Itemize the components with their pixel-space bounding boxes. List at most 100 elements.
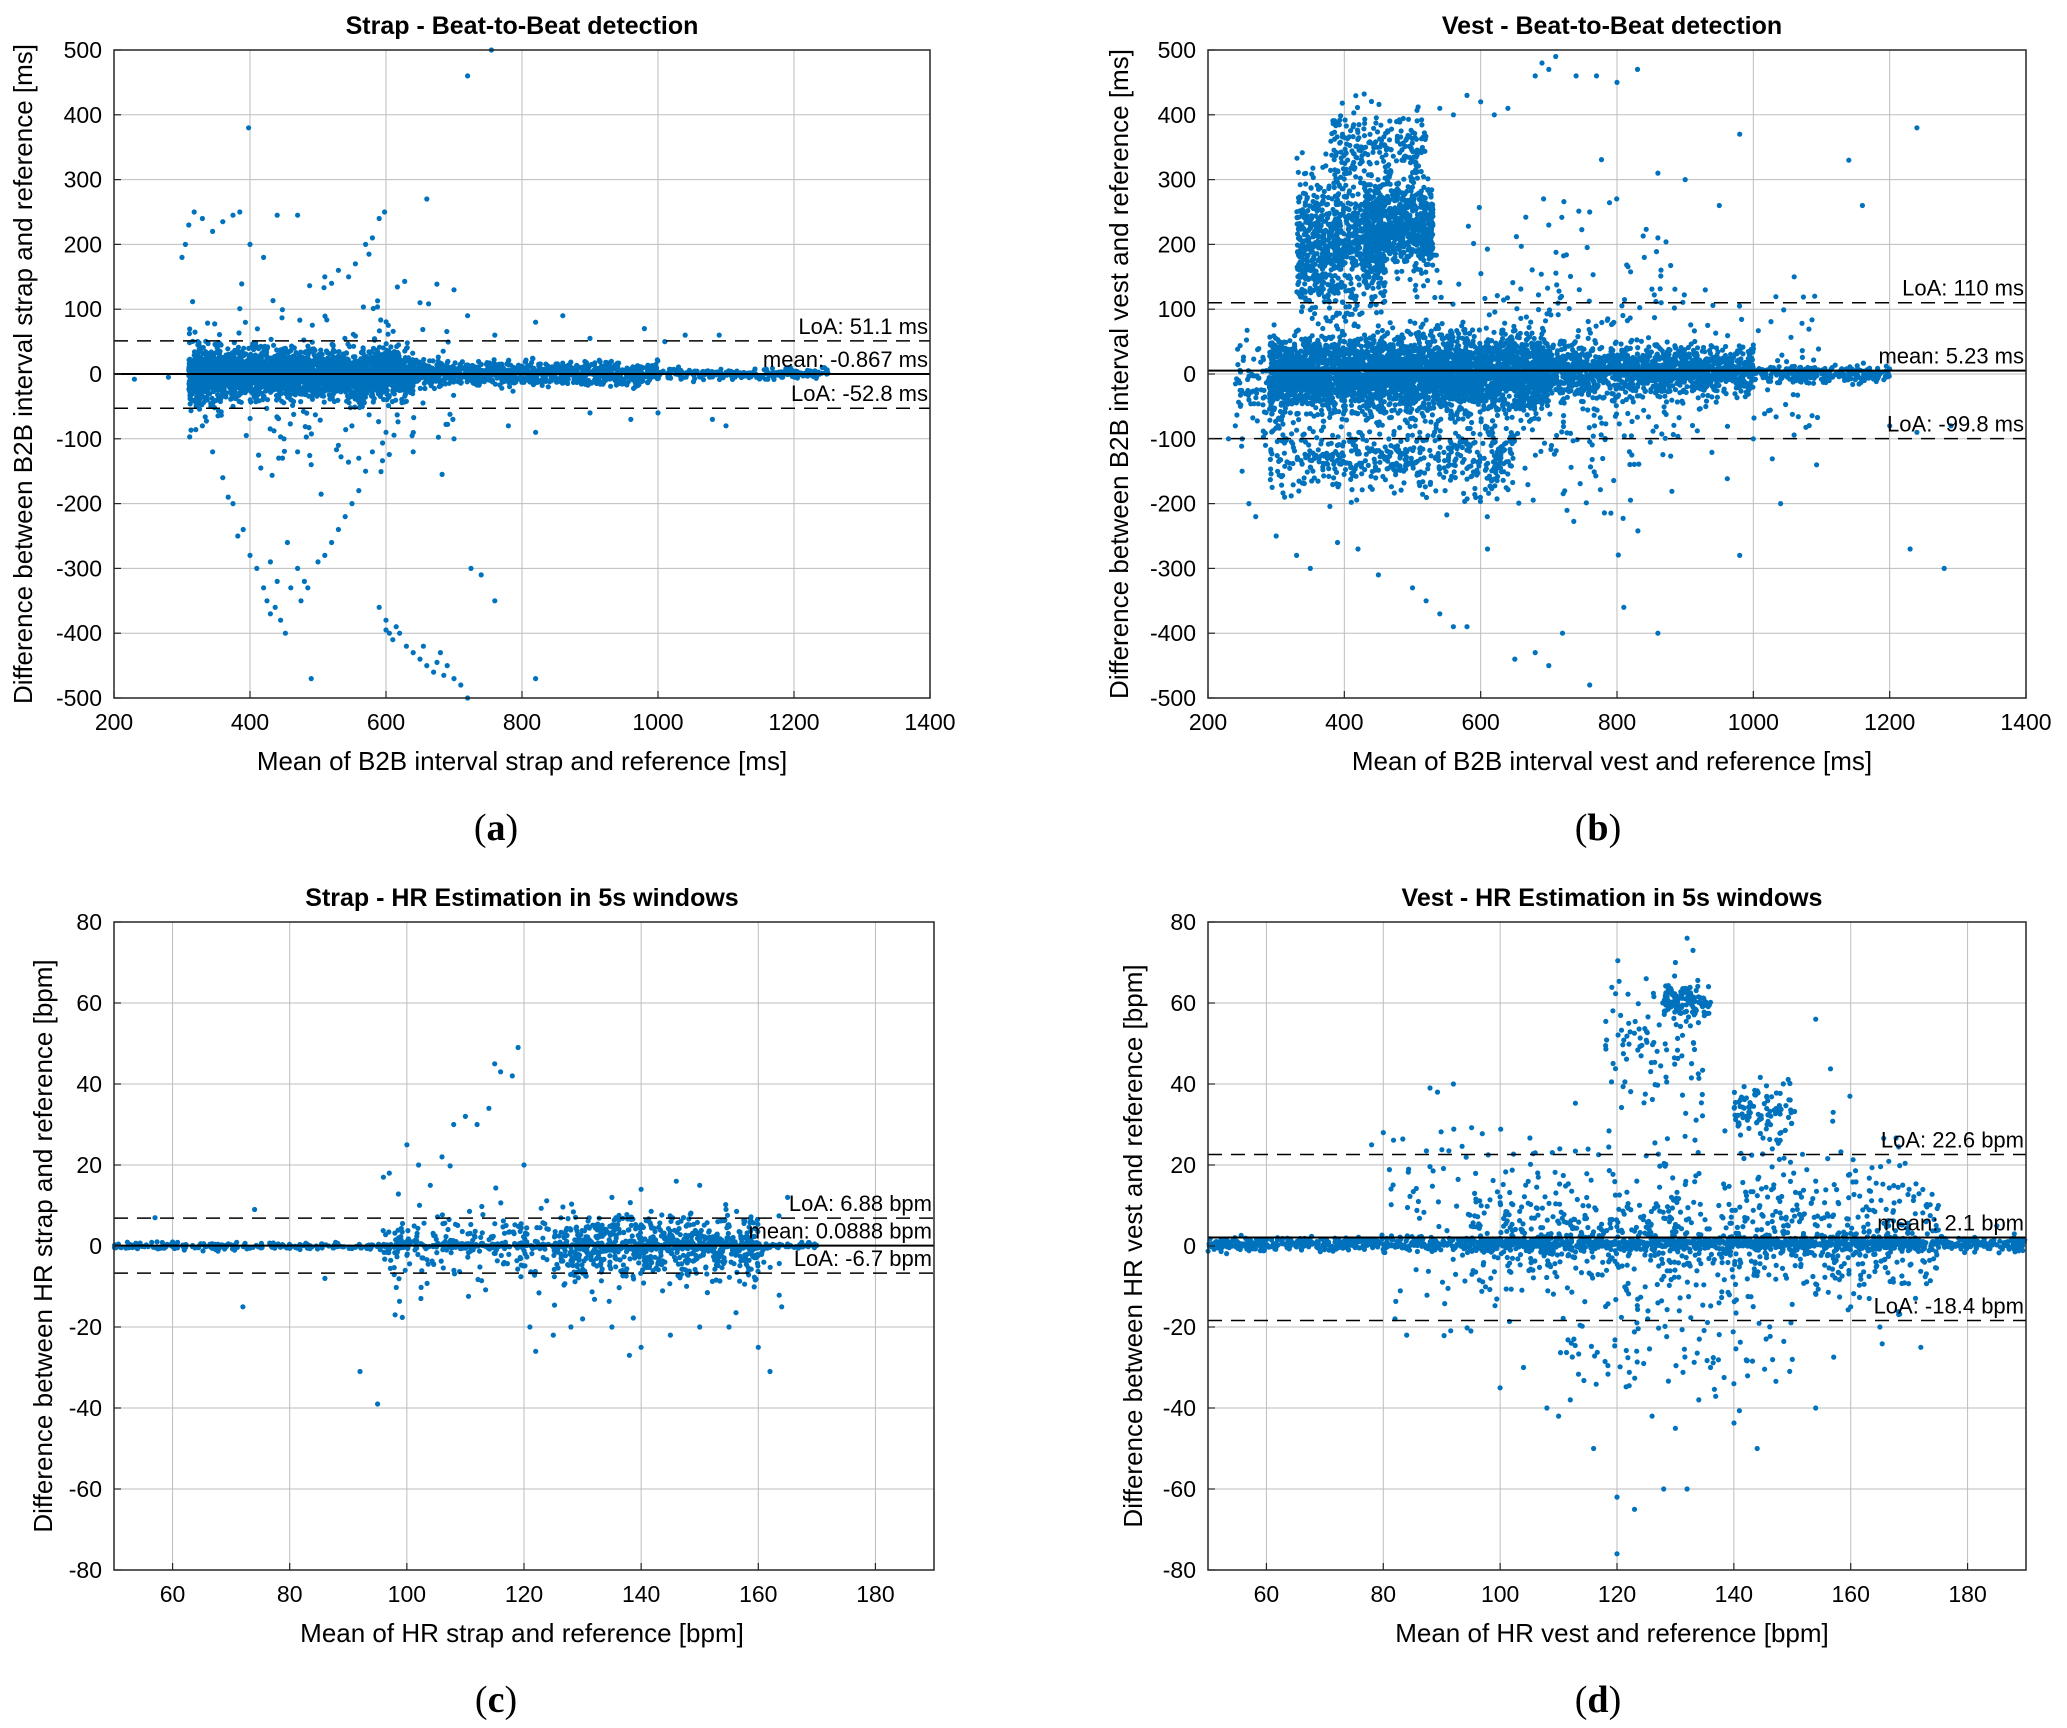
data-point [422,385,428,392]
data-point [431,385,437,392]
data-point [196,354,202,360]
data-point [192,329,198,335]
data-point [282,630,288,636]
data-point [297,351,303,357]
data-point [363,363,369,369]
data-point [326,392,332,398]
data-point [274,578,280,585]
data-point [247,552,253,559]
data-point [352,261,358,267]
data-point [434,659,440,666]
ylabel-b: Difference between B2B interval vest and… [1104,49,1134,699]
data-point [305,343,311,349]
data-point [244,386,250,392]
data-point [344,385,350,392]
data-point [510,388,516,394]
data-point [210,228,216,234]
x-tick-label: 600 [367,709,405,735]
data-point [383,617,389,623]
data-point [369,382,375,388]
data-point [378,317,384,323]
data-point [417,656,423,662]
data-point [358,356,364,362]
data-point [447,411,453,417]
data-point [324,362,330,368]
data-point [240,526,246,533]
data-point [335,526,341,533]
data-point [452,360,458,366]
data-point [343,362,349,368]
data-point [469,378,475,384]
data-point [554,368,560,374]
data-point [390,387,396,394]
data-point [193,427,199,433]
data-point [255,355,261,362]
data-point [533,319,539,325]
data-point [426,301,432,307]
data-point [420,400,426,406]
data-point [464,364,470,370]
data-point [655,358,661,364]
data-point [628,416,634,422]
data-point [186,331,192,337]
data-point [220,219,226,225]
data-point [330,347,337,353]
data-point [315,362,322,368]
data-point [258,465,264,471]
data-point [284,539,290,546]
data-point [451,375,457,381]
data-point [271,342,277,348]
data-point [478,572,484,578]
data-point [319,351,325,357]
data-point [501,378,507,384]
data-point [195,402,201,408]
data-point [210,449,216,455]
data-point [375,384,381,390]
data-point [334,375,340,381]
data-point [437,650,443,656]
ylabel-c: Difference between HR strap and referenc… [28,959,58,1532]
data-point [435,434,441,440]
data-point [399,400,405,406]
data-point [348,391,354,397]
data-point [373,375,379,381]
data-point [246,125,252,131]
data-point [192,376,198,382]
data-point [309,396,315,402]
data-point [220,475,226,481]
data-point [565,380,571,387]
data-point [487,377,493,383]
data-point [600,380,607,386]
data-point [386,451,392,458]
data-point [709,416,716,422]
data-point [383,353,389,359]
data-point [302,360,308,366]
data-point [505,423,511,429]
data-point [272,604,278,610]
data-point [363,241,369,247]
data-point [243,432,249,439]
data-point [247,415,253,422]
data-point [281,353,288,359]
data-point [300,389,306,395]
data-point [651,363,657,369]
data-point [295,212,301,218]
data-point [356,488,362,494]
data-point [690,379,697,385]
data-point [404,345,410,351]
data-point [364,355,371,362]
data-point [367,350,373,356]
data-point [237,306,243,312]
data-point [312,412,318,418]
data-point [388,344,394,350]
data-point [345,459,352,465]
data-point [372,351,378,357]
data-point [560,313,566,319]
data-point [346,274,352,280]
data-point [468,565,474,572]
data-point [437,380,443,386]
data-point [522,359,529,365]
data-point [260,393,266,399]
data-point [383,341,389,347]
data-point [451,436,457,442]
